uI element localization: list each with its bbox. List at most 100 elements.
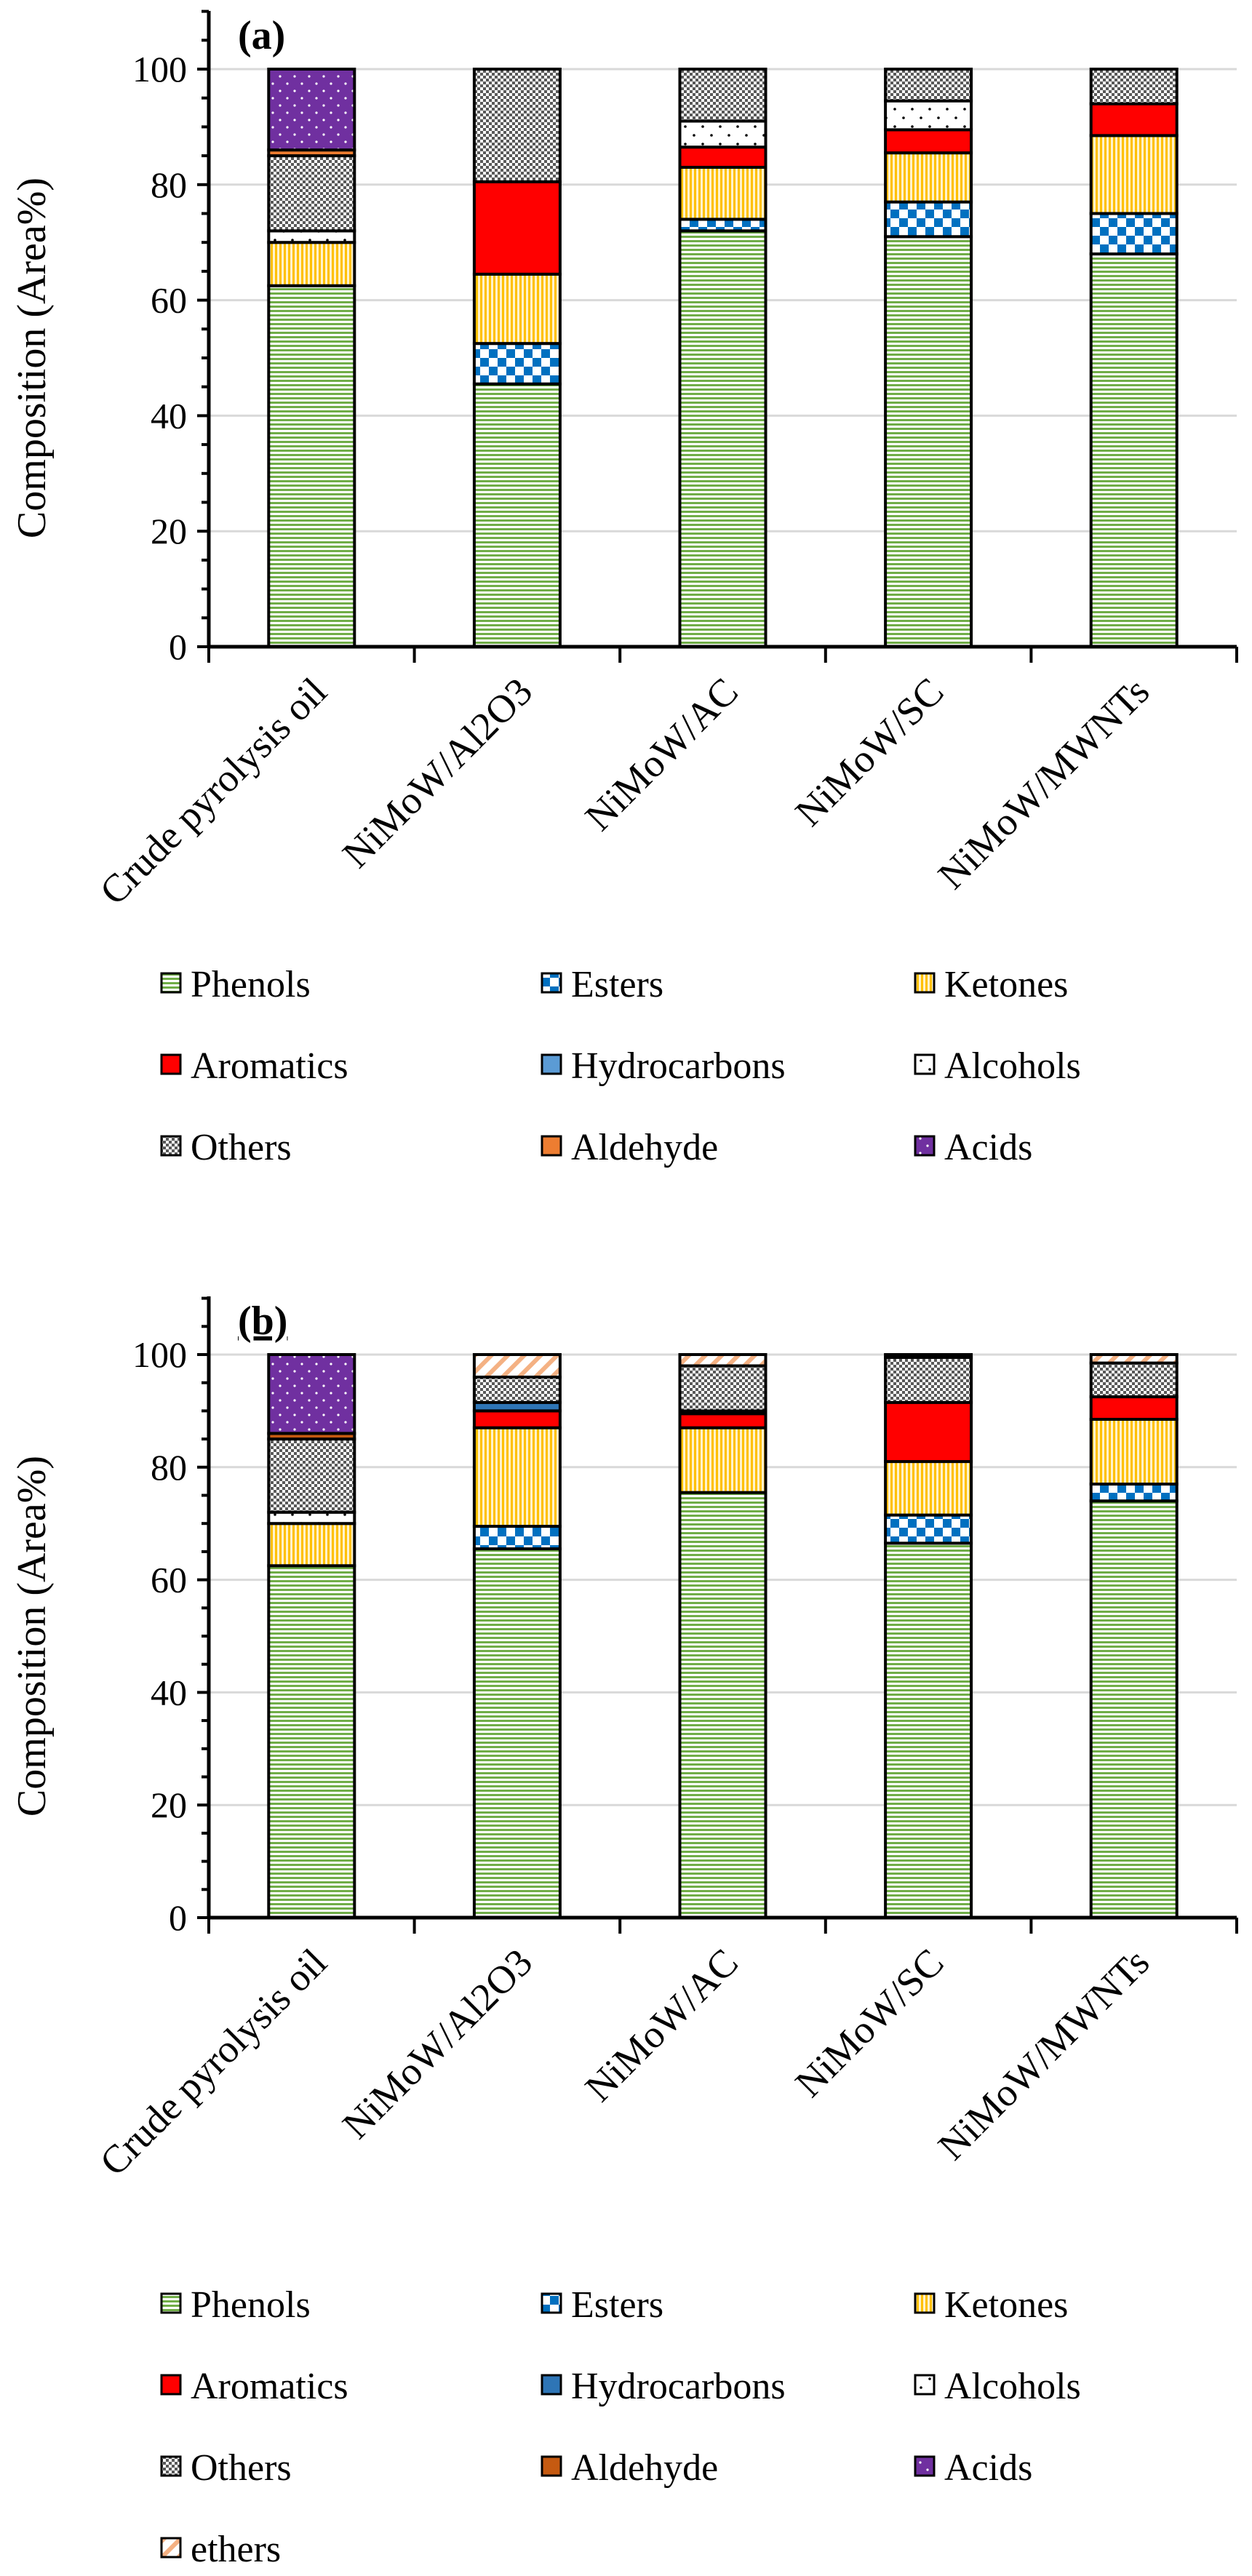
bar-segment-acids <box>267 68 356 152</box>
legend-swatch <box>160 2292 182 2314</box>
legend-label: Esters <box>571 2284 663 2326</box>
legend-label: Esters <box>571 964 663 1005</box>
bar-stack-crude-pyrolysis-oil <box>267 68 356 648</box>
x-tick-label: NiMoW/AC <box>577 1940 746 2110</box>
legend-label: Others <box>191 1127 292 1168</box>
legend: Phenols Esters Ketones Aromatics Hydrocarbon… <box>160 964 1081 1168</box>
bar-segment-esters <box>1089 212 1179 256</box>
axes: 0 20 40 60 80 100 Composition (Area%) Crude pyr… <box>9 9 1238 913</box>
legend-label: Hydrocarbons <box>571 1045 786 1087</box>
legend-item-aromatics: Aromatics <box>160 2366 348 2407</box>
legend-swatch <box>914 2455 936 2477</box>
bar-stack-nimow-mwnts <box>1089 68 1179 648</box>
bar-segment-phenols <box>678 1491 767 1919</box>
legend-item-phenols: Phenols <box>160 2284 311 2326</box>
bar-segment-ethers <box>678 1353 767 1368</box>
x-tick-label: NiMoW/AC <box>577 669 746 839</box>
chart-panel-b: 0 20 40 60 80 100 Composition (Area%) Crude pyr… <box>9 1296 1238 2570</box>
y-tick-label: 60 <box>151 280 187 321</box>
legend-swatch <box>541 1135 562 1157</box>
y-axis-label: Composition (Area%) <box>9 178 55 538</box>
y-tick-label: 0 <box>169 1897 187 1938</box>
bar-segment-esters <box>1089 1483 1179 1503</box>
legend-label: Aldehyde <box>571 2447 718 2489</box>
legend-item-hydrocarbons: Hydrocarbons <box>541 2366 786 2407</box>
bar-segment-ethers <box>1089 1353 1179 1365</box>
legend-label: Aromatics <box>191 1045 348 1087</box>
bar-segment-aromatics <box>678 145 767 169</box>
y-tick-label: 60 <box>151 1560 187 1600</box>
bars <box>267 1353 1179 1920</box>
bar-segment-others <box>267 1437 356 1514</box>
x-tick-label: NiMoW/Al2O3 <box>334 1940 541 2147</box>
legend-item-acids: Acids <box>914 2447 1032 2489</box>
legend-swatch <box>541 972 562 994</box>
legend-item-aldehyde: Aldehyde <box>541 2447 718 2489</box>
panel-label: (b) <box>238 1299 287 1344</box>
x-tick-label: NiMoW/Al2O3 <box>334 669 541 876</box>
legend-item-aldehyde: Aldehyde <box>541 1127 718 1168</box>
y-axis-label: Composition (Area%) <box>9 1456 55 1817</box>
bar-segment-others <box>678 68 767 123</box>
bar-segment-ketones <box>267 1522 356 1568</box>
bar-segment-others <box>1089 68 1179 105</box>
bar-segment-ketones <box>678 1426 767 1494</box>
bar-segment-phenols <box>267 284 356 648</box>
legend-label: Aldehyde <box>571 1127 718 1168</box>
legend-item-alcohols: Alcohols <box>914 2366 1081 2407</box>
legend-swatch <box>160 972 182 994</box>
legend-item-esters: Esters <box>541 2284 663 2326</box>
bar-segment-phenols <box>472 1547 562 1920</box>
legend-label: Acids <box>944 2447 1032 2489</box>
legend-swatch <box>160 2537 182 2559</box>
legend-label: Ketones <box>944 2284 1068 2326</box>
y-tick-label: 40 <box>151 395 187 436</box>
bar-stack-nimow-ac <box>678 1353 767 1919</box>
legend-item-ketones: Ketones <box>914 2284 1068 2326</box>
bar-segment-ketones <box>678 165 767 221</box>
legend-item-alcohols: Alcohols <box>914 1045 1081 1087</box>
bar-segment-phenols <box>1089 252 1179 648</box>
bar-segment-ketones <box>884 151 973 204</box>
y-tick-label: 80 <box>151 164 187 205</box>
bar-segment-others <box>884 68 973 103</box>
bar-segment-others <box>267 154 356 233</box>
legend-label: Phenols <box>191 964 311 1005</box>
bar-segment-aromatics <box>1089 1395 1179 1421</box>
bar-segment-others <box>884 1355 973 1404</box>
bar-segment-alcohols <box>678 119 767 149</box>
bar-stack-nimow-al2o3 <box>472 1353 562 1920</box>
x-tick-label: Crude pyrolysis oil <box>92 669 335 913</box>
x-tick-label: NiMoW/MWNTs <box>930 1940 1157 2168</box>
bar-segment-alcohols <box>267 1510 356 1526</box>
legend-item-esters: Esters <box>541 964 663 1005</box>
legend-item-others: Others <box>160 1127 292 1168</box>
y-tick-label: 100 <box>132 1334 187 1375</box>
y-tick-label: 80 <box>151 1447 187 1488</box>
bar-segment-esters <box>678 218 767 233</box>
bar-segment-aromatics <box>678 1412 767 1429</box>
x-tick-label: NiMoW/MWNTs <box>930 669 1157 897</box>
bar-segment-aromatics <box>884 1400 973 1464</box>
legend-item-ethers: ethers <box>160 2529 281 2570</box>
axes: 0 20 40 60 80 100 Composition (Area%) Crude pyr… <box>9 1296 1238 2184</box>
bar-stack-nimow-sc <box>884 1353 973 1920</box>
bar-segment-ketones <box>472 1426 562 1528</box>
legend-item-acids: Acids <box>914 1127 1032 1168</box>
legend-swatch <box>914 1053 936 1075</box>
legend-label: Hydrocarbons <box>571 2366 786 2407</box>
legend-swatch <box>160 2374 182 2396</box>
x-tick-label: NiMoW/SC <box>787 1940 952 2105</box>
bar-stack-nimow-al2o3 <box>472 68 562 648</box>
legend-swatch <box>160 2455 182 2477</box>
legend-swatch <box>541 1053 562 1075</box>
legend-label: Alcohols <box>944 1045 1081 1087</box>
y-tick-label: 20 <box>151 1785 187 1825</box>
bar-segment-aromatics <box>472 180 562 276</box>
bar-segment-alcohols <box>267 229 356 244</box>
legend-item-hydrocarbons: Hydrocarbons <box>541 1045 786 1087</box>
bar-segment-esters <box>884 1513 973 1545</box>
bar-segment-esters <box>472 1525 562 1551</box>
bar-segment-phenols <box>884 235 973 648</box>
bar-segment-ketones <box>1089 1418 1179 1486</box>
